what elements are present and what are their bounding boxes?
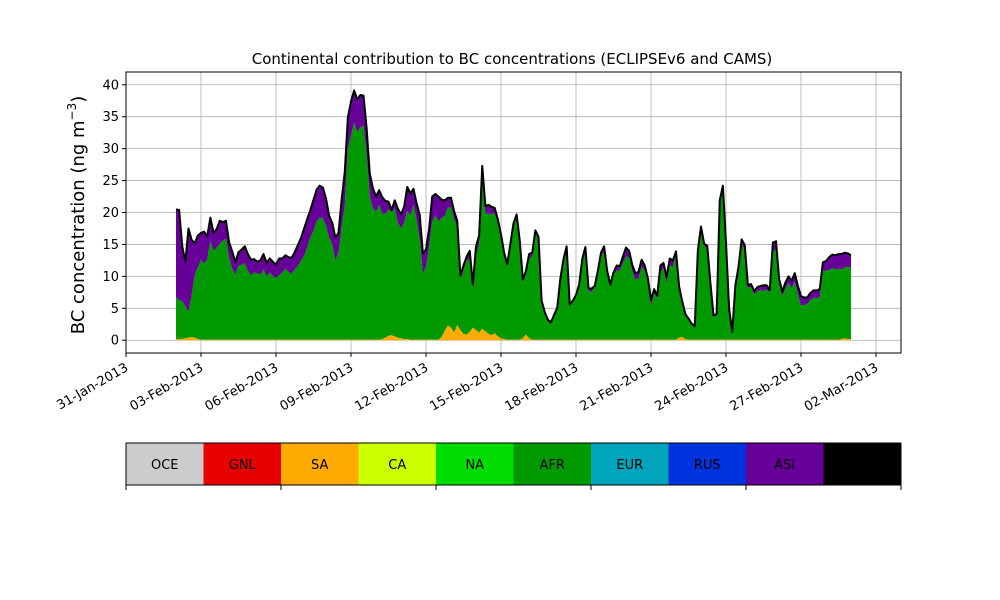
legend-label-oce: OCE	[151, 458, 179, 473]
plot-area	[125, 71, 902, 354]
legend-label-aus: AUS	[849, 458, 876, 473]
y-tick-label: 15	[102, 238, 119, 253]
legend-label-ca: CA	[388, 458, 406, 473]
legend-label-rus: RUS	[694, 458, 721, 473]
chart-title: Continental contribution to BC concentra…	[252, 50, 773, 68]
total-concentration-line	[175, 89, 852, 333]
x-tick-label: 09-Feb-2013	[277, 360, 356, 414]
y-axis-label-superscript: −3	[65, 103, 79, 121]
legend-swatch-ca	[358, 443, 436, 485]
x-tick-label: 12-Feb-2013	[352, 360, 431, 414]
y-axis-label: BC concentration (ng m−3)	[65, 96, 89, 335]
x-tick-label: 31-Jan-2013	[54, 360, 131, 413]
y-axis: 0 5 10 15 20 25 30 35 40	[102, 78, 126, 349]
legend-label-gnl: GNL	[229, 458, 257, 473]
total-line-layer	[175, 89, 852, 333]
x-tick-label: 24-Feb-2013	[652, 360, 731, 414]
y-tick-label: 20	[102, 206, 119, 221]
legend-frame	[125, 442, 902, 486]
legend-label-asi: ASI	[774, 458, 795, 473]
legend-label-afr: AFR	[540, 458, 565, 473]
x-tick-label: 27-Feb-2013	[727, 360, 806, 414]
y-axis-label-main: BC concentration (ng m	[68, 120, 89, 334]
y-tick-label: 5	[111, 302, 119, 317]
y-tick-label: 35	[102, 110, 119, 125]
legend-swatch-na	[436, 443, 514, 485]
area-asi	[176, 90, 851, 332]
y-tick-label: 25	[102, 174, 119, 189]
legend-label-eur: EUR	[616, 458, 643, 473]
legend-swatch-sa	[281, 443, 359, 485]
x-tick-label: 03-Feb-2013	[127, 360, 206, 414]
x-tick-label: 02-Mar-2013	[802, 360, 881, 414]
x-tick-label: 21-Feb-2013	[577, 360, 656, 414]
legend-swatch-eur	[591, 443, 669, 485]
legend-swatch-oce	[126, 443, 204, 485]
x-tick-label: 18-Feb-2013	[502, 360, 581, 414]
y-tick-label: 10	[102, 270, 119, 285]
legend-swatch-afr	[513, 443, 591, 485]
legend-swatch-gnl	[203, 443, 281, 485]
area-afr	[176, 122, 851, 340]
y-tick-label: 30	[102, 142, 119, 157]
x-tick-label: 15-Feb-2013	[427, 360, 506, 414]
y-tick-label: 0	[111, 334, 119, 349]
stacked-areas	[176, 90, 851, 341]
legend: OCE GNL SA CA NA AFR EUR RUS ASI AUS	[125, 442, 902, 490]
legend-label-na: NA	[465, 458, 484, 473]
legend-swatch-aus	[823, 443, 901, 485]
legend-swatch-rus	[668, 443, 746, 485]
legend-swatch-asi	[746, 443, 824, 485]
legend-label-sa: SA	[311, 458, 328, 473]
x-tick-label: 06-Feb-2013	[202, 360, 281, 414]
x-axis: 31-Jan-201303-Feb-201306-Feb-201309-Feb-…	[54, 353, 881, 415]
y-axis-label-close: )	[68, 96, 89, 103]
y-tick-label: 40	[102, 78, 119, 93]
